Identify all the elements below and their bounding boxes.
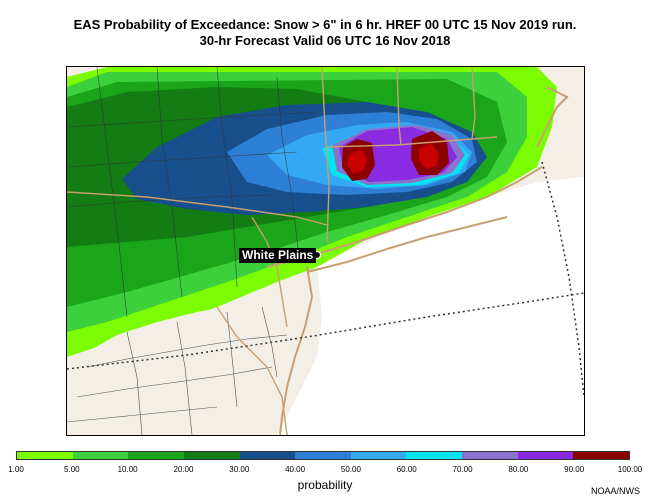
legend-swatch: [72, 452, 129, 459]
legend-swatch: [183, 452, 240, 459]
map-title-line-2: 30-hr Forecast Valid 06 UTC 16 Nov 2018: [199, 33, 451, 48]
ocean-area: [277, 177, 584, 435]
legend-swatch: [517, 452, 574, 459]
legend-swatch: [406, 452, 463, 459]
probability-band-100-east: [419, 143, 439, 169]
legend-tick-label: 10.00: [117, 465, 138, 474]
legend-tick-label: 40.00: [285, 465, 306, 474]
legend-swatch: [295, 452, 351, 459]
legend-swatch: [128, 452, 184, 459]
color-legend: [16, 451, 630, 460]
legend-tick-label: 1.00: [8, 465, 24, 474]
legend-swatch: [350, 452, 407, 459]
legend-tick-label: 70.00: [452, 465, 473, 474]
white-plains-label: White Plains: [239, 248, 317, 263]
legend-swatch: [17, 452, 73, 459]
legend-swatch: [462, 452, 518, 459]
legend-tick-labels: 1.00 5.00 10.00 20.00 30.00 40.00 50.00 60.00 70…: [0, 465, 650, 477]
legend-tick-label: 80.00: [508, 465, 529, 474]
reference-lines: [67, 161, 584, 398]
legend-tick-label: 60.00: [396, 465, 417, 474]
map-title-line-1: EAS Probability of Exceedance: Snow > 6"…: [73, 17, 577, 32]
legend-swatch: [573, 452, 630, 459]
probability-map: [67, 67, 584, 435]
credit-label: NOAA/NWS: [590, 486, 640, 496]
legend-title: probability: [297, 478, 353, 492]
legend-tick-label: 100.00: [617, 465, 643, 474]
legend-tick-label: 50.00: [340, 465, 361, 474]
legend-swatch: [239, 452, 296, 459]
county-boundaries: [67, 67, 318, 435]
legend-tick-label: 5.00: [64, 465, 80, 474]
legend-tick-label: 20.00: [173, 465, 194, 474]
map-panel: White Plains: [66, 66, 585, 436]
legend-tick-label: 30.00: [229, 465, 250, 474]
state-boundaries: [67, 67, 498, 435]
probability-band-100-west: [347, 149, 367, 173]
legend-tick-label: 90.00: [564, 465, 585, 474]
